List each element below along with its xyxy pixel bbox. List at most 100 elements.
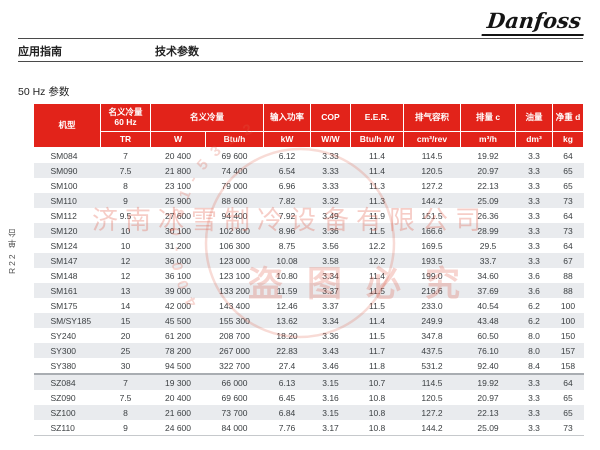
cell-kg: 64 — [563, 240, 573, 251]
cell-kw: 27.4 — [278, 360, 296, 371]
table-row: SM090 7.5 21 800 74 400 6.54 3.33 11.4 1… — [33, 163, 584, 178]
cell-model: SM100 — [50, 180, 78, 191]
cell-kg: 158 — [560, 360, 576, 371]
cell-w: 36 100 — [165, 270, 191, 281]
cell-dm3: 3.3 — [515, 253, 553, 268]
cell-kg: 64 — [552, 373, 584, 390]
table-row: SZ084 7 19 300 66 000 6.13 3.15 10.7 114… — [33, 373, 584, 390]
cell-cm3rev: 144.2 — [403, 193, 461, 208]
cell-tr: 7 — [100, 373, 151, 390]
header-model: 机型 — [33, 103, 101, 148]
cell-m3h: 43.48 — [460, 313, 516, 328]
cell-eer: 11.5 — [350, 283, 404, 298]
cell-kg: 88 — [563, 270, 573, 281]
cell-w: 23 100 — [165, 180, 191, 191]
cell-tr: 7.5 — [119, 392, 132, 403]
header-cop: COP — [310, 103, 352, 132]
cell-tr: 7 — [123, 150, 128, 161]
cell-cop: 3.58 — [310, 253, 351, 268]
cell-dm3: 8.0 — [515, 343, 553, 358]
cell-model: SM120 — [33, 223, 101, 238]
breadcrumb-application-guide: 应用指南 — [18, 46, 62, 58]
cell-btuh: 102 800 — [205, 223, 264, 238]
unit-w: W — [150, 131, 206, 148]
cell-tr: 25 — [100, 343, 151, 358]
unit-btuhw: Btu/h /W — [350, 131, 405, 148]
cell-dm3: 3.6 — [515, 283, 553, 298]
cell-kw: 13.62 — [263, 313, 311, 328]
cell-model: SM148 — [50, 270, 78, 281]
cell-cm3rev: 199.0 — [421, 270, 443, 281]
cell-tr: 9.5 — [119, 210, 132, 221]
table-row: SM147 12 36 000 123 000 10.08 3.58 12.2 … — [33, 253, 584, 268]
cell-cm3rev: 437.5 — [403, 343, 461, 358]
cell-tr: 8 — [100, 405, 151, 420]
cell-m3h: 40.54 — [477, 300, 499, 311]
cell-kw: 6.84 — [263, 405, 311, 420]
cell-btuh: 322 700 — [219, 360, 250, 371]
cell-kg: 65 — [552, 405, 584, 420]
cell-dm3: 8.4 — [528, 360, 540, 371]
cell-kg: 100 — [560, 300, 576, 311]
cell-cm3rev: 114.5 — [403, 373, 461, 390]
table-row: SZ090 7.5 20 400 69 600 6.45 3.16 10.8 1… — [34, 390, 584, 405]
cell-cm3rev: 169.5 — [421, 240, 443, 251]
cell-cm3rev: 347.8 — [421, 330, 443, 341]
cell-eer: 10.8 — [350, 405, 404, 420]
cell-m3h: 20.97 — [460, 163, 516, 178]
cell-eer: 10.8 — [368, 392, 386, 403]
cell-kw: 22.83 — [263, 343, 311, 358]
cell-eer: 11.8 — [369, 360, 385, 371]
cell-kg: 65 — [563, 180, 573, 191]
cell-w: 21 600 — [150, 405, 206, 420]
cell-kw: 6.54 — [263, 163, 311, 178]
cell-tr: 7.5 — [100, 163, 151, 178]
cell-dm3: 8.0 — [528, 330, 540, 341]
cell-dm3: 6.2 — [515, 313, 553, 328]
cell-cop: 3.16 — [322, 392, 339, 403]
cell-model: SZ100 — [33, 405, 101, 420]
cell-cop: 3.56 — [322, 240, 339, 251]
cell-model: SY240 — [50, 330, 77, 341]
cell-eer: 11.4 — [350, 163, 404, 178]
cell-cop: 3.36 — [322, 330, 339, 341]
cell-eer: 11.5 — [369, 330, 385, 341]
unit-btuh: Btu/h — [204, 131, 265, 148]
header-displacement: 排量 c — [460, 103, 517, 132]
cell-m3h: 33.7 — [460, 253, 516, 268]
cell-w: 78 200 — [150, 343, 206, 358]
header-rated60-line1: 名义冷量 — [108, 106, 143, 117]
cell-btuh: 94 400 — [221, 210, 248, 221]
header-rated-capacity: 名义冷量 — [149, 103, 265, 132]
cell-cop: 3.46 — [322, 360, 339, 371]
header-input-power: 输入功率 — [263, 103, 312, 132]
cell-kw: 6.12 — [278, 150, 296, 161]
cell-eer: 11.7 — [350, 343, 404, 358]
cell-cm3rev: 193.5 — [403, 253, 461, 268]
table-row: SM124 10 31 200 106 300 8.75 3.56 12.2 1… — [34, 238, 584, 253]
cell-kg: 64 — [563, 210, 573, 221]
table-header: 机型 名义冷量 60 Hz 名义冷量 输入功率 COP E.E.R. 排气容积 … — [33, 103, 585, 148]
table-row: SM084 7 20 400 69 600 6.12 3.33 11.4 114… — [34, 148, 584, 164]
cell-kg: 88 — [552, 283, 584, 298]
cell-w: 30 100 — [150, 223, 206, 238]
cell-kw: 10.08 — [263, 253, 311, 268]
cell-kg: 157 — [552, 343, 584, 358]
header-divider — [18, 61, 583, 62]
cell-dm3: 3.3 — [515, 193, 553, 208]
cell-kw: 12.46 — [276, 300, 298, 311]
cell-model: SM175 — [50, 300, 78, 311]
cell-cm3rev: 120.5 — [403, 163, 461, 178]
cell-cop: 3.49 — [322, 210, 339, 221]
cell-kg: 67 — [552, 253, 584, 268]
unit-kg: kg — [552, 131, 585, 148]
cell-m3h: 26.36 — [477, 210, 499, 221]
cell-kg: 65 — [563, 392, 573, 403]
cell-model: SM084 — [50, 150, 78, 161]
cell-w: 24 600 — [150, 420, 206, 436]
cell-eer: 11.5 — [369, 300, 385, 311]
cell-cm3rev: 114.5 — [421, 150, 443, 161]
cell-cop: 3.33 — [322, 150, 339, 161]
cell-tr: 8 — [123, 180, 128, 191]
cell-model: SZ110 — [33, 420, 101, 436]
